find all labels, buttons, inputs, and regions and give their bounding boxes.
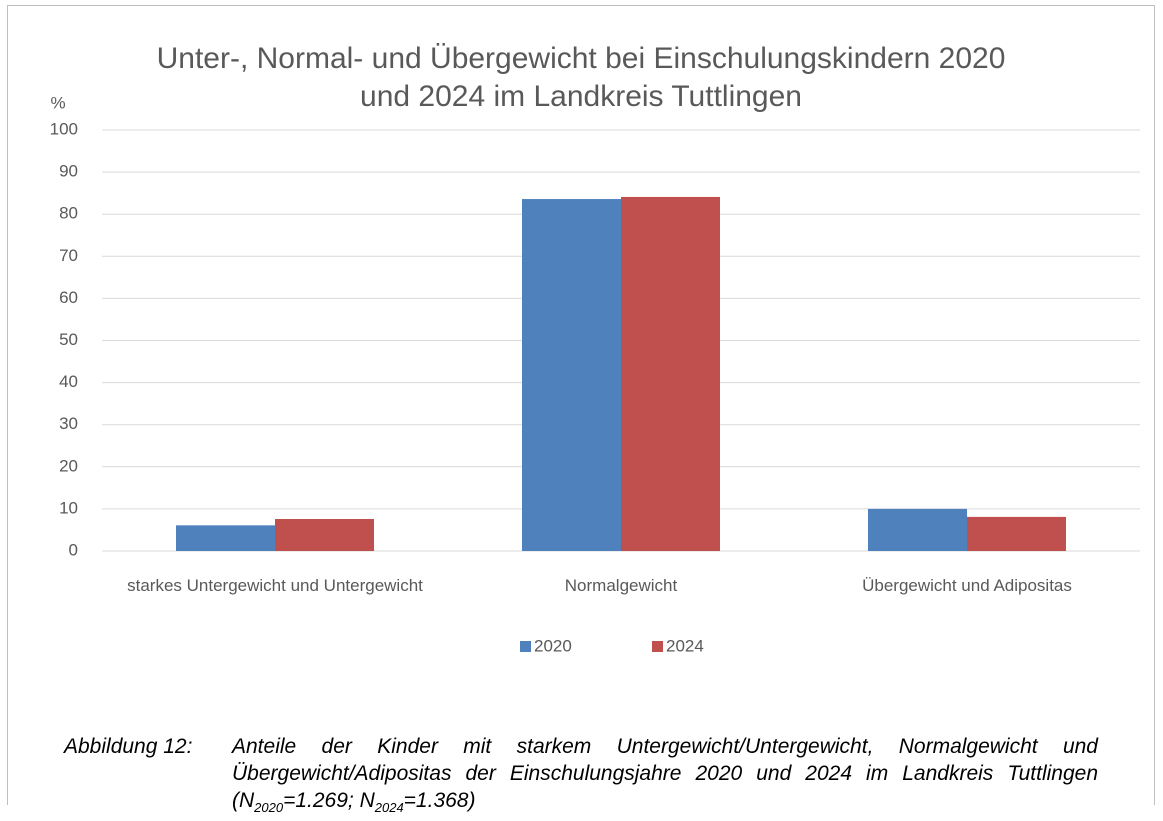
y-tick-label: 100 bbox=[50, 119, 78, 138]
caption: Abbildung 12: Anteile der Kinder mit sta… bbox=[64, 733, 1098, 821]
caption-part: =1.269; N bbox=[283, 789, 375, 812]
legend-swatch bbox=[520, 641, 531, 652]
y-tick-label: 80 bbox=[59, 204, 78, 223]
caption-label: Abbildung 12: bbox=[64, 735, 193, 758]
bar bbox=[176, 525, 275, 551]
bar bbox=[967, 516, 1066, 551]
y-tick-label: 70 bbox=[59, 246, 78, 265]
y-tick-label: 0 bbox=[69, 540, 78, 559]
bar bbox=[522, 199, 621, 551]
y-tick-label: 40 bbox=[59, 372, 78, 391]
x-tick-label: Übergewicht und Adipositas bbox=[862, 576, 1072, 595]
chart-border bbox=[7, 5, 1155, 805]
bar bbox=[868, 508, 967, 551]
caption-part: Anteile der Kinder mit starkem Untergewi… bbox=[232, 735, 1098, 812]
caption-text: Anteile der Kinder mit starkem Untergewi… bbox=[232, 733, 1098, 821]
y-tick-label: 30 bbox=[59, 414, 78, 433]
legend-label: 2024 bbox=[666, 636, 704, 655]
page: % 0 10 20 30 40 50 60 70 80 90 100 2020 2024 Unter-,… bbox=[7, 5, 1155, 816]
y-tick-label: 90 bbox=[59, 162, 78, 181]
caption-sub: 2024 bbox=[374, 800, 404, 816]
chart: % 0 10 20 30 40 50 60 70 80 90 100 2020 2024 bbox=[50, 93, 1140, 655]
chart-title: Unter-, Normal- und Übergewicht bei Eins… bbox=[156, 42, 1006, 113]
bar bbox=[275, 519, 374, 551]
y-tick-label: 60 bbox=[59, 288, 78, 307]
caption-part: =1.368) bbox=[403, 789, 476, 812]
legend-swatch bbox=[652, 641, 663, 652]
caption-sub: 2020 bbox=[254, 800, 284, 816]
y-tick-label: 50 bbox=[59, 330, 78, 349]
x-tick-label: starkes Untergewicht und Untergewicht bbox=[127, 576, 423, 595]
legend-label: 2020 bbox=[534, 636, 572, 655]
bar bbox=[621, 196, 720, 551]
y-axis-label: % bbox=[50, 93, 65, 112]
y-tick-label: 20 bbox=[59, 456, 78, 475]
x-tick-label: Normalgewicht bbox=[564, 576, 678, 595]
y-tick-label: 10 bbox=[59, 498, 78, 517]
